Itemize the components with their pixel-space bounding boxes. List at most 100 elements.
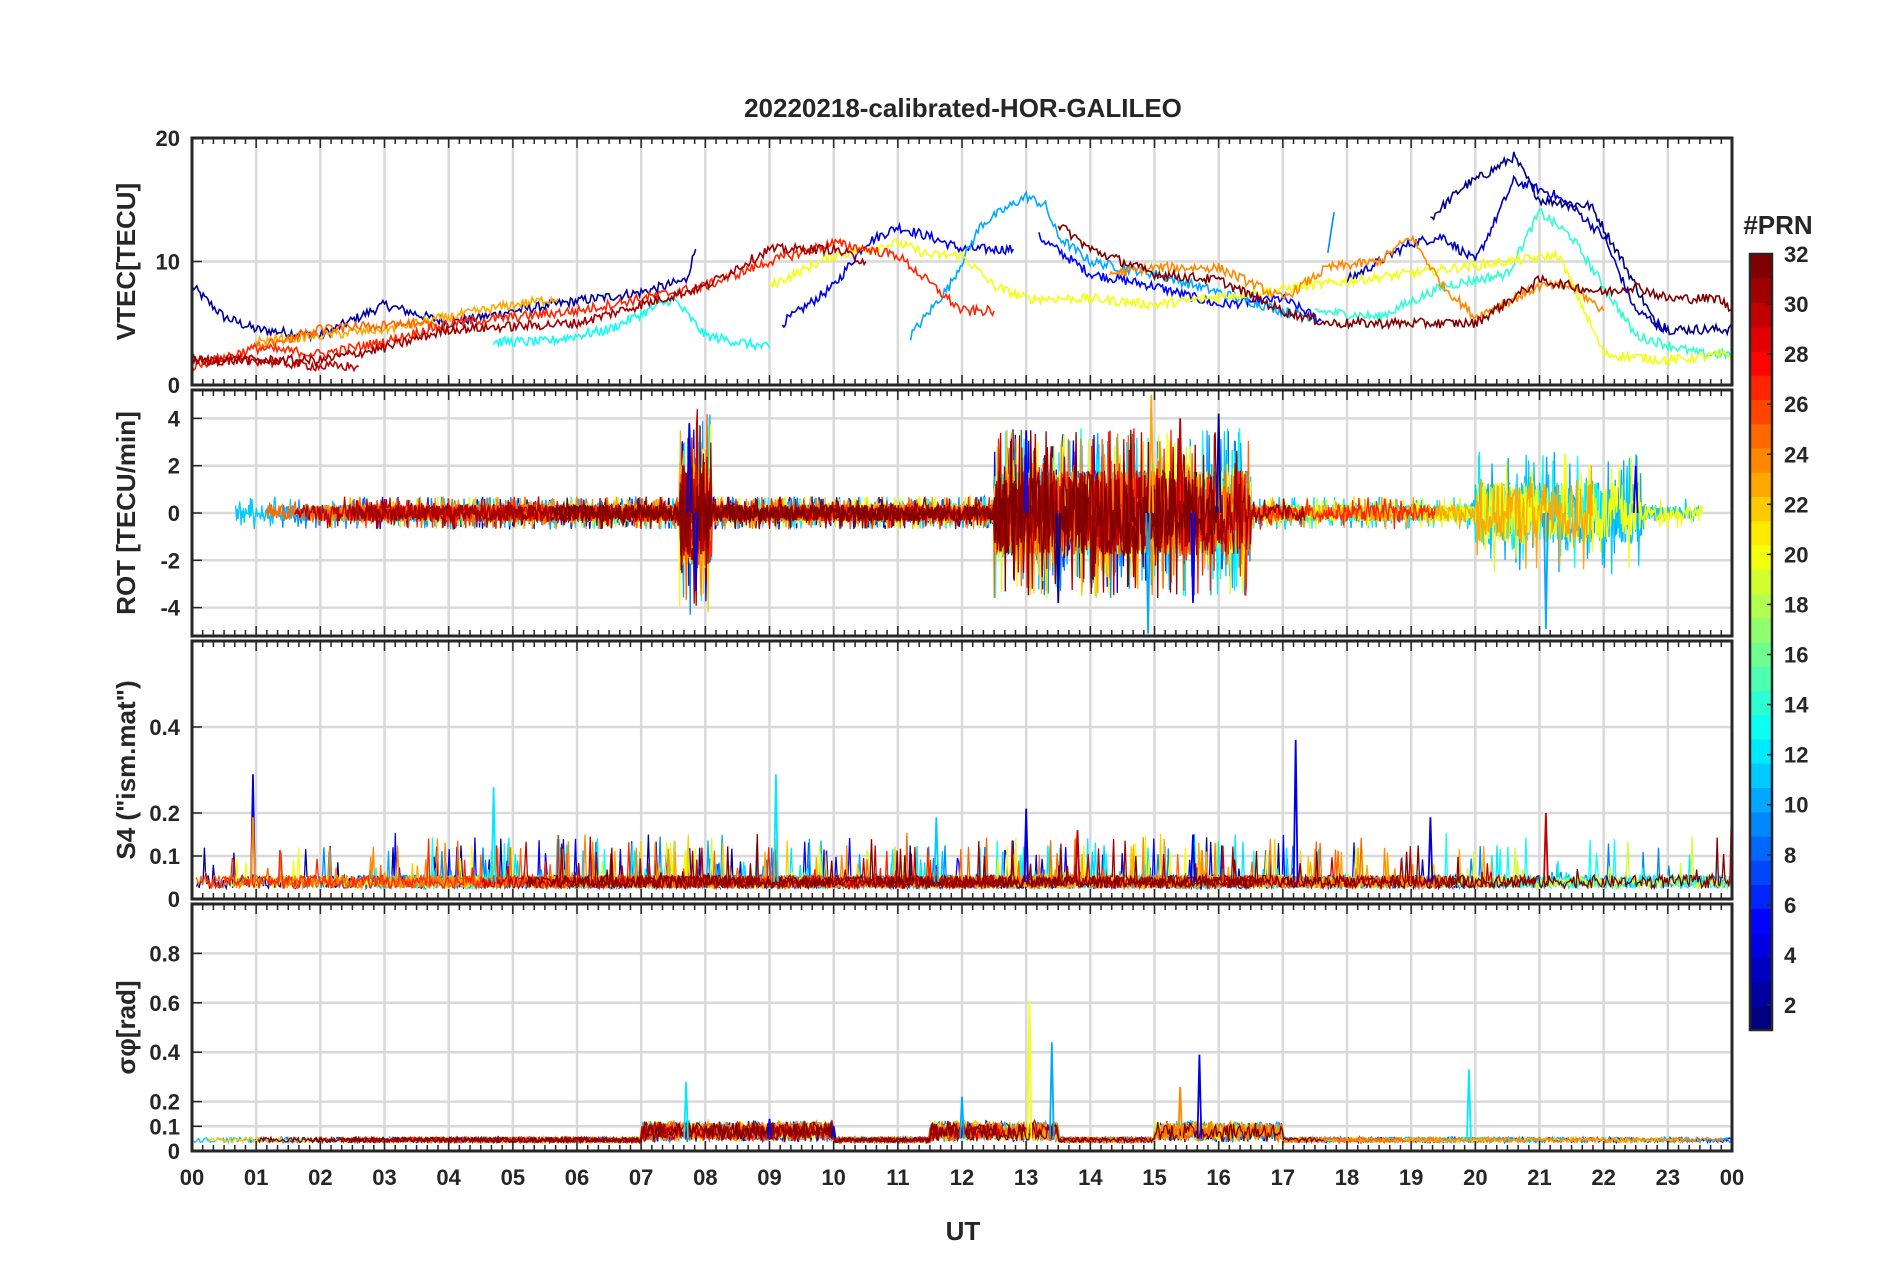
colorbar-tick-label: 30 <box>1784 292 1808 317</box>
vtec-series-prn31 <box>192 241 867 368</box>
vtec-series-prn10 <box>909 190 1316 341</box>
peak-spike <box>1427 817 1434 882</box>
peak-spike <box>773 774 779 882</box>
colorbar-label: #PRN <box>1743 210 1812 240</box>
x-axis-label: UT <box>946 1216 981 1246</box>
y-axis-label: ROT [TECU/min] <box>111 411 141 615</box>
peak-spike <box>1632 465 1639 514</box>
colorbar-swatch <box>1750 254 1772 279</box>
vtec-series-prn9 <box>1327 211 1335 254</box>
colorbar-swatch <box>1750 326 1772 352</box>
x-tick-label: 00 <box>180 1165 204 1190</box>
y-tick-label: 0 <box>168 373 180 398</box>
peak-spike <box>1466 1069 1472 1139</box>
colorbar-swatch <box>1750 496 1772 522</box>
colorbar-swatch <box>1750 763 1772 788</box>
peak-spike <box>1196 1054 1203 1139</box>
peak-spike <box>1177 418 1183 514</box>
peak-spike <box>1049 1042 1055 1139</box>
y-tick-label: 0 <box>168 1139 180 1164</box>
peak-spike <box>1215 413 1222 514</box>
x-tick-label: 02 <box>308 1165 332 1190</box>
y-tick-label: 20 <box>156 126 180 151</box>
peak-spike <box>1023 430 1029 514</box>
vtec-series-prn32 <box>1057 224 1732 331</box>
trace-prn32 <box>257 1120 1324 1145</box>
colorbar-tick-label: 2 <box>1784 993 1796 1018</box>
trace-prn32 <box>551 429 1217 599</box>
panel-4: 00.10.2 0.4 0.6 0.8 σφ[rad] 00 01 02 03 04 05 06 07 0… <box>111 902 1744 1190</box>
y-tick-label: 0.2 <box>149 1090 180 1115</box>
y-tick-label: 0.1 <box>149 1114 180 1139</box>
peak-spike <box>1074 830 1081 882</box>
colorbar-swatch <box>1750 351 1772 376</box>
x-tick-label: 04 <box>436 1165 461 1190</box>
panel-data <box>193 1000 1732 1145</box>
peak-spike <box>686 423 693 514</box>
colorbar-swatch <box>1750 1005 1772 1031</box>
colorbar-tick-label: 14 <box>1784 693 1809 718</box>
x-tick-label: 23 <box>1656 1165 1680 1190</box>
panel-data <box>192 151 1732 373</box>
colorbar-swatch <box>1750 593 1772 619</box>
vtec-series-prn4 <box>781 221 1015 329</box>
x-tick-label: 11 <box>886 1165 909 1190</box>
peak-spike <box>1292 739 1299 882</box>
x-tick-label: 06 <box>565 1165 589 1190</box>
y-tick-label: 0.4 <box>149 1040 180 1065</box>
colorbar-tick-label: 6 <box>1784 893 1796 918</box>
colorbar-swatch <box>1750 690 1772 716</box>
y-tick-label: 2 <box>168 454 180 479</box>
peak-spike <box>250 817 256 882</box>
colorbar-swatch <box>1750 739 1772 764</box>
colorbar-swatch <box>1750 569 1772 594</box>
panel-1: 0 10 20 VTEC[TECU] <box>111 126 1734 398</box>
peak-spike <box>933 817 940 882</box>
vtec-series-prn27 <box>192 237 995 372</box>
colorbar-tick-label: 28 <box>1784 342 1808 367</box>
colorbar-swatch <box>1750 423 1772 449</box>
peak-spike <box>1190 512 1196 603</box>
vtec-series-prn30 <box>192 352 360 373</box>
x-tick-label: 15 <box>1142 1165 1166 1190</box>
colorbar-swatch <box>1750 836 1772 861</box>
colorbar-swatch <box>1750 787 1772 813</box>
peak-spike <box>959 1096 965 1139</box>
colorbar-swatch <box>1750 617 1772 643</box>
colorbar-swatch <box>1750 472 1772 497</box>
colorbar-swatch <box>1750 957 1772 982</box>
chart-title: 20220218-calibrated-HOR-GALILEO <box>744 93 1182 123</box>
colorbar-tick-label: 18 <box>1784 592 1808 617</box>
colorbar-swatch <box>1750 908 1772 934</box>
trace-prn32 <box>524 834 1732 891</box>
peak-spike <box>1190 834 1196 882</box>
x-tick-label: 03 <box>372 1165 396 1190</box>
peak-spike <box>1543 512 1549 629</box>
y-tick-label: 10 <box>156 250 180 275</box>
x-tick-label: 17 <box>1271 1165 1295 1190</box>
vtec-series-prn24 <box>1108 234 1605 321</box>
y-tick-label: 0.6 <box>149 991 180 1016</box>
colorbar-swatch <box>1750 375 1772 400</box>
y-tick-label: -2 <box>160 548 180 573</box>
colorbar-swatch <box>1750 448 1772 473</box>
x-tick-label: 09 <box>757 1165 781 1190</box>
colorbar-swatch <box>1750 520 1772 546</box>
panel-data <box>195 739 1732 891</box>
peak-spike <box>692 512 699 592</box>
x-tick-label: 18 <box>1335 1165 1359 1190</box>
colorbar-swatch <box>1750 811 1772 837</box>
peak-spike <box>830 1126 837 1139</box>
y-tick-label: 0.2 <box>149 801 180 826</box>
panel-data <box>235 394 1703 634</box>
peak-spike <box>1023 808 1029 882</box>
colorbar-tick-label: 12 <box>1784 743 1808 768</box>
peak-spike <box>766 1118 773 1139</box>
x-tick-label: 05 <box>501 1165 525 1190</box>
panel-2: -4 -2 0 2 4 ROT [TECU/min] <box>111 388 1734 638</box>
peak-spike <box>1148 394 1155 514</box>
peak-spike <box>1543 812 1549 882</box>
x-tick-label: 16 <box>1206 1165 1230 1190</box>
colorbar-swatch <box>1750 714 1772 740</box>
vtec-series-prn1 <box>1430 151 1732 337</box>
